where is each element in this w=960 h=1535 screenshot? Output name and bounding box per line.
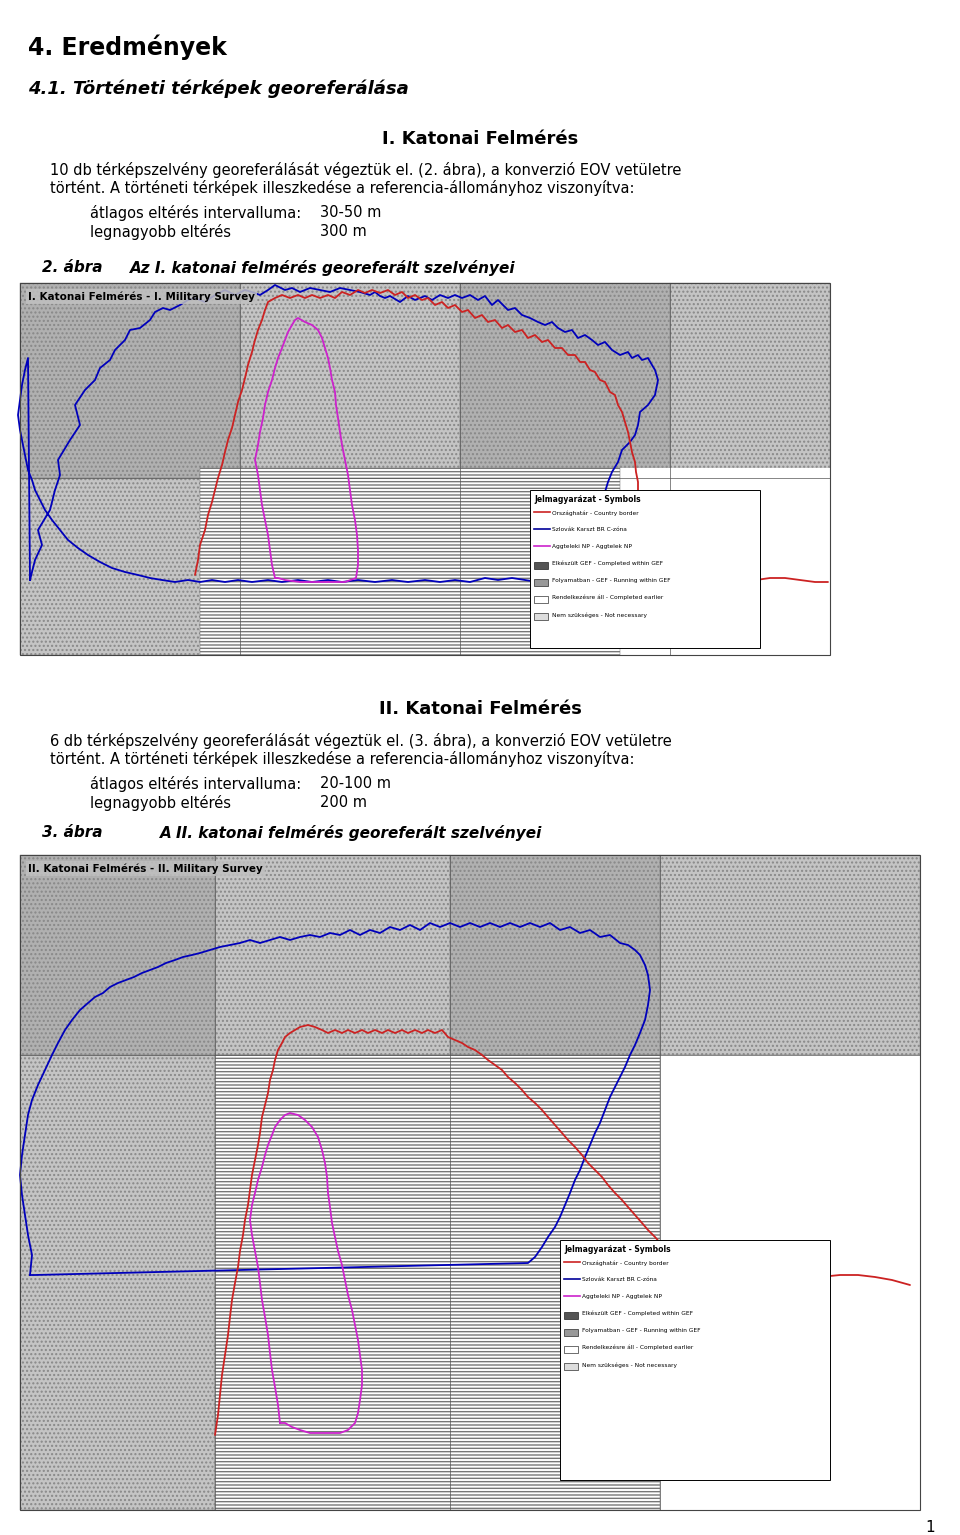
Text: Folyamatban - GEF - Running within GEF: Folyamatban - GEF - Running within GEF [552, 579, 670, 583]
Bar [215, 1055, 660, 1510]
Text: Elkészült GEF - Completed within GEF: Elkészült GEF - Completed within GEF [582, 1311, 693, 1317]
Text: 20-100 m: 20-100 m [320, 777, 391, 791]
Bar [240, 477, 460, 655]
Text: I. Katonai Felmérés: I. Katonai Felmérés [382, 130, 578, 147]
Bar [460, 282, 670, 477]
Text: Elkészült GEF - Completed within GEF: Elkészült GEF - Completed within GEF [552, 560, 663, 566]
Bar [450, 855, 660, 1055]
Text: Aggteleki NP - Aggtelek NP: Aggteleki NP - Aggtelek NP [582, 1294, 662, 1299]
Text: A II. katonai felmérés georeferált szelvényei: A II. katonai felmérés georeferált szelv… [160, 824, 542, 841]
Bar [660, 855, 920, 1055]
Bar [240, 282, 460, 477]
Bar [560, 1240, 830, 1480]
Text: Folyamatban - GEF - Running within GEF: Folyamatban - GEF - Running within GEF [582, 1328, 701, 1332]
Bar [20, 855, 215, 1055]
Text: Szlovák Karszt BR C-zóna: Szlovák Karszt BR C-zóna [552, 527, 627, 533]
Bar [450, 1055, 660, 1510]
Bar [450, 1055, 660, 1510]
Bar [534, 596, 548, 603]
Text: Jelmagyarázat - Symbols: Jelmagyarázat - Symbols [534, 494, 640, 503]
Bar [200, 468, 620, 655]
Text: legnagyobb eltérés: legnagyobb eltérés [90, 224, 231, 239]
Bar [20, 282, 240, 477]
Text: I. Katonai Felmérés - I. Military Survey: I. Katonai Felmérés - I. Military Survey [28, 292, 255, 301]
Bar [460, 477, 670, 655]
Bar [564, 1363, 578, 1371]
Bar [450, 855, 660, 1055]
Text: Jelmagyarázat - Symbols: Jelmagyarázat - Symbols [564, 1245, 671, 1254]
Text: Szlovák Karszt BR C-zóna: Szlovák Karszt BR C-zóna [582, 1277, 657, 1282]
Text: 1: 1 [925, 1520, 935, 1535]
Bar [20, 1055, 215, 1510]
Bar [660, 1055, 920, 1510]
Text: Rendelkezésre áll - Completed earlier: Rendelkezésre áll - Completed earlier [582, 1345, 693, 1351]
Bar [564, 1312, 578, 1319]
Text: 200 m: 200 m [320, 795, 367, 810]
Text: legnagyobb eltérés: legnagyobb eltérés [90, 795, 231, 810]
Text: 6 db térképszelvény georeferálását végeztük el. (3. ábra), a konverzió EOV vetül: 6 db térképszelvény georeferálását végez… [50, 734, 672, 749]
Text: történt. A történeti térképek illeszkedése a referencia-állományhoz viszonyítva:: történt. A történeti térképek illeszkedé… [50, 751, 635, 768]
Bar [215, 1055, 450, 1510]
Bar [670, 282, 830, 477]
Text: 10 db térképszelvény georeferálását végeztük el. (2. ábra), a konverzió EOV vetü: 10 db térképszelvény georeferálását vége… [50, 163, 682, 178]
Text: II. Katonai Felmérés - II. Military Survey: II. Katonai Felmérés - II. Military Surv… [28, 863, 263, 873]
Bar [660, 855, 920, 1055]
Bar [20, 855, 920, 1510]
Text: Az I. katonai felmérés georeferált szelvényei: Az I. katonai felmérés georeferált szelv… [130, 259, 516, 276]
Text: történt. A történeti térképek illeszkedése a referencia-állományhoz viszonyítva:: történt. A történeti térképek illeszkedé… [50, 180, 635, 196]
Bar [20, 855, 215, 1055]
Bar [20, 477, 240, 655]
Bar [20, 282, 240, 477]
Bar [460, 282, 670, 477]
Text: átlagos eltérés intervalluma:: átlagos eltérés intervalluma: [90, 206, 301, 221]
Bar [20, 477, 240, 655]
Bar [620, 468, 830, 655]
Bar [200, 468, 620, 655]
Bar [215, 1055, 660, 1510]
Bar [564, 1329, 578, 1335]
Text: 3. ábra: 3. ábra [42, 824, 103, 840]
Bar [670, 477, 830, 655]
Bar [460, 477, 670, 655]
Text: 2. ábra: 2. ábra [42, 259, 103, 275]
Bar [530, 490, 760, 648]
Bar [660, 1055, 920, 1510]
Text: 4.1. Történeti térképek georeferálása: 4.1. Történeti térképek georeferálása [28, 80, 409, 98]
Bar [215, 855, 450, 1055]
Text: II. Katonai Felmérés: II. Katonai Felmérés [378, 700, 582, 718]
Text: Nem szükséges - Not necessary: Nem szükséges - Not necessary [552, 612, 647, 617]
Bar [670, 282, 830, 477]
Bar [20, 1055, 215, 1510]
Bar [534, 562, 548, 569]
Bar [660, 1055, 920, 1510]
Bar [240, 282, 460, 477]
Text: Aggteleki NP - Aggtelek NP: Aggteleki NP - Aggtelek NP [552, 543, 632, 550]
Text: 4. Eredmények: 4. Eredmények [28, 35, 227, 60]
Bar [670, 477, 830, 655]
Bar [20, 282, 830, 655]
Bar [564, 1346, 578, 1352]
Text: Rendelkezésre áll - Completed earlier: Rendelkezésre áll - Completed earlier [552, 596, 663, 600]
Text: 300 m: 300 m [320, 224, 367, 239]
Text: 30-50 m: 30-50 m [320, 206, 381, 220]
Text: Országhatár - Country border: Országhatár - Country border [552, 510, 638, 516]
Bar [215, 855, 450, 1055]
Bar [215, 1055, 450, 1510]
Text: Nem szükséges - Not necessary: Nem szükséges - Not necessary [582, 1362, 677, 1368]
Text: Országhatár - Country border: Országhatár - Country border [582, 1260, 668, 1265]
Text: átlagos eltérés intervalluma:: átlagos eltérés intervalluma: [90, 777, 301, 792]
Bar [240, 477, 460, 655]
Bar [534, 612, 548, 620]
Bar [534, 579, 548, 586]
